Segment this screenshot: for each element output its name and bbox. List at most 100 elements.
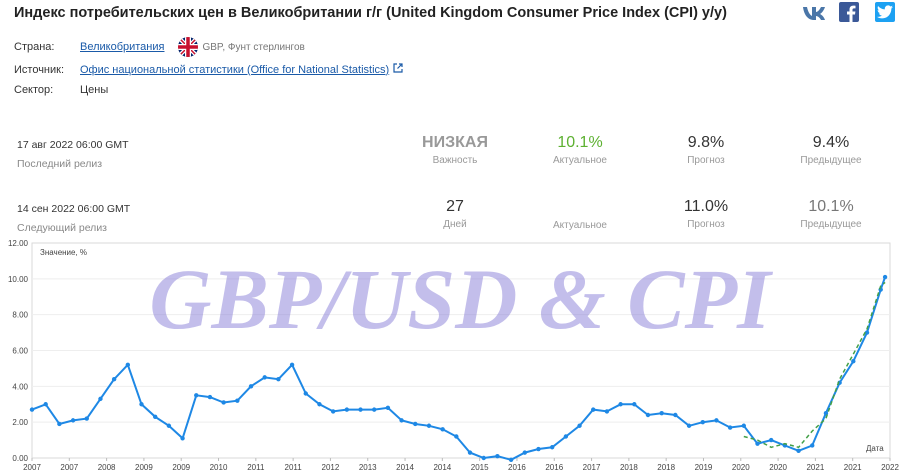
actual-data-point — [330, 409, 336, 414]
chart-grid — [32, 278, 890, 423]
x-tick-label: 2009 — [172, 463, 190, 472]
source-label: Источник: — [14, 63, 65, 76]
actual-data-point — [700, 419, 705, 425]
actual-data-point — [755, 441, 760, 446]
actual-data-point — [686, 423, 692, 428]
x-tick-label: 2017 — [583, 463, 601, 472]
x-tick-label: 2014 — [433, 463, 451, 472]
previous-stat: 9.4% Предыдущее — [771, 134, 891, 166]
actual-data-point — [344, 407, 350, 412]
x-tick-label: 2008 — [98, 463, 116, 472]
next-actual-label: Актуальное — [553, 220, 607, 231]
actual-data-point — [618, 402, 623, 407]
actual-data-point — [591, 407, 596, 412]
actual-data-point — [796, 448, 801, 454]
importance-stat: НИЗКАЯ Важность — [395, 134, 515, 166]
uk-flag-icon — [178, 37, 199, 57]
actual-data-point — [139, 402, 144, 407]
y-tick-label: 12.00 — [8, 239, 29, 248]
actual-data-point — [385, 405, 391, 411]
next-forecast-label: Прогноз — [687, 219, 725, 230]
actual-data-point — [413, 421, 418, 427]
next-forecast-stat: 11.0% Прогноз — [646, 198, 766, 230]
x-tick-label: 2011 — [285, 463, 303, 472]
y-axis-label: Значение, % — [40, 248, 87, 257]
actual-data-point — [727, 425, 733, 430]
actual-data-point — [467, 450, 473, 455]
actual-data-point — [864, 330, 870, 335]
y-tick-label: 0.00 — [12, 454, 28, 463]
y-axis-ticks: 0.00 2.00 4.00 6.00 8.00 10.00 12.00 — [8, 239, 29, 463]
forecast-stat: 9.8% Прогноз — [646, 134, 766, 166]
next-actual-stat: Актуальное — [520, 198, 640, 231]
actual-series-line — [31, 276, 887, 461]
actual-data-point — [180, 436, 185, 441]
facebook-share-button[interactable] — [839, 2, 859, 22]
x-tick-label: 2011 — [247, 463, 265, 472]
next-previous-value: 10.1% — [808, 198, 854, 215]
actual-data-point — [851, 359, 856, 364]
x-tick-label: 2007 — [23, 463, 41, 472]
actual-data-point — [111, 376, 117, 382]
actual-data-point — [563, 434, 569, 439]
actual-data-point — [221, 400, 226, 405]
sector-value: Цены — [80, 84, 109, 96]
country-label: Страна: — [14, 41, 55, 53]
actual-data-point — [454, 434, 459, 439]
x-tick-label: 2018 — [657, 463, 675, 472]
x-tick-label: 2013 — [359, 463, 377, 472]
x-tick-label: 2009 — [135, 463, 153, 472]
x-tick-label: 2016 — [508, 463, 526, 472]
next-previous-stat: 10.1% Предыдущее — [771, 198, 891, 230]
days-value: 27 — [446, 198, 464, 215]
actual-data-point — [536, 446, 541, 452]
x-tick-label: 2015 — [471, 463, 489, 472]
twitter-share-button[interactable] — [875, 2, 895, 22]
actual-data-point — [125, 362, 131, 368]
actual-data-point — [659, 411, 664, 416]
x-tick-label: 2012 — [322, 463, 340, 472]
sector-label: Сектор: — [14, 84, 54, 96]
previous-value: 9.4% — [812, 134, 850, 151]
importance-label: Важность — [432, 155, 478, 166]
y-tick-label: 6.00 — [12, 347, 28, 356]
x-tick-label: 2020 — [769, 463, 787, 472]
actual-data-point — [43, 402, 48, 407]
actual-data-point — [262, 375, 267, 380]
actual-data-point — [29, 407, 35, 412]
actual-data-point — [194, 393, 199, 398]
actual-data-point — [810, 443, 815, 448]
actual-stat: 10.1% Актуальное — [520, 134, 640, 166]
facebook-icon — [847, 5, 856, 22]
x-tick-label: 2019 — [695, 463, 713, 472]
country-link[interactable]: Великобритания — [80, 41, 165, 53]
actual-data-point — [152, 414, 158, 419]
actual-data-point — [577, 423, 582, 428]
actual-data-point — [632, 402, 637, 407]
last-release-label: Последний релиз — [17, 158, 103, 170]
vk-share-button[interactable] — [802, 2, 826, 24]
actual-data-point — [882, 274, 888, 280]
x-tick-label: 2021 — [844, 463, 862, 472]
actual-data-point — [372, 407, 377, 412]
external-link-icon[interactable] — [393, 63, 403, 76]
importance-value: НИЗКАЯ — [422, 134, 488, 151]
x-tick-label: 2020 — [732, 463, 750, 472]
actual-data-point — [481, 455, 486, 461]
y-tick-label: 10.00 — [8, 275, 29, 284]
previous-label: Предыдущее — [800, 155, 862, 166]
next-release-label: Следующий релиз — [17, 222, 107, 234]
actual-data-point — [70, 418, 76, 423]
y-tick-label: 2.00 — [12, 418, 28, 427]
currency-text: GBP, Фунт стерлингов — [202, 41, 305, 53]
forecast-value: 9.8% — [687, 134, 725, 151]
twitter-icon — [877, 5, 893, 19]
actual-data-point — [741, 423, 747, 428]
actual-data-point — [495, 454, 500, 459]
source-link[interactable]: Офис национальной статистики (Office for… — [80, 63, 390, 76]
actual-data-point — [549, 445, 555, 450]
vk-icon — [803, 7, 825, 20]
y-tick-label: 8.00 — [12, 311, 28, 320]
days-stat: 27 Дней — [395, 198, 515, 230]
